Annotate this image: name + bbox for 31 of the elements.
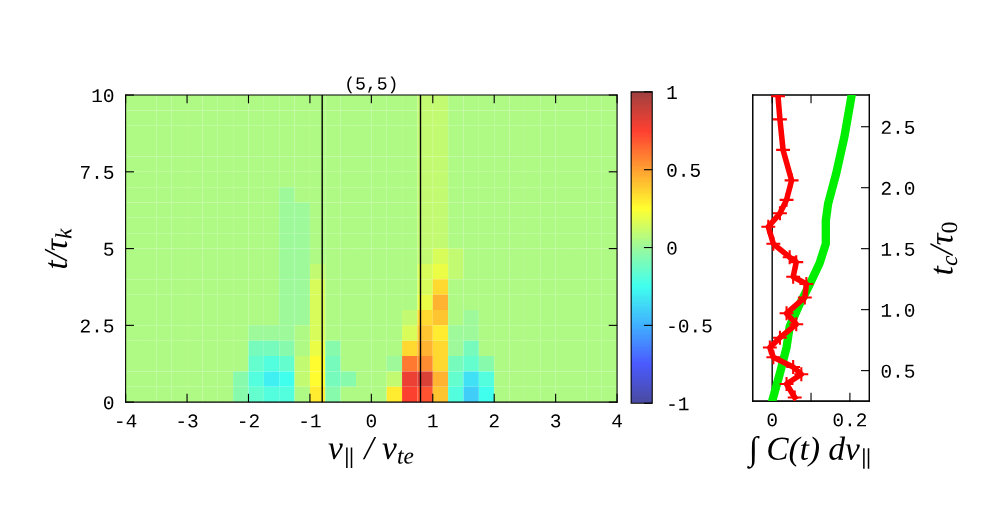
y-tick-label: 10 [92,89,114,103]
y2-tick-label: 1.5 [881,242,915,256]
color-bar-label: 1 [667,86,677,99]
x-axis-title: ∫ C(t) dv$_{∥}$ [747,435,870,469]
y2-tick-label: 2.5 [881,120,915,134]
color-bar-label: -0.5 [669,319,712,333]
y-tick-label: 5 [104,242,114,256]
x-tick-label: -3 [178,414,198,428]
chart-title: (5,5) [347,76,396,94]
color-bar-label: -1 [669,397,689,411]
x-axis-title: v$_{∥}$ / v$_{te}$ [328,436,414,468]
y2-tick-label: 2.0 [881,181,915,195]
x-tick-label: 2 [489,414,499,428]
x-tick-label: 1 [428,414,438,428]
y-tick-label: 2.5 [80,319,114,333]
x-tick-label: 3 [551,414,561,428]
y-axis-title: t/τ$_{k}$ [44,228,72,269]
y-tick-label: 0 [104,396,114,410]
y2-tick-label: 0.5 [881,364,915,378]
y-tick-label: 7.5 [81,166,114,180]
x-tick-label: -2 [239,414,259,428]
x-tick-label: -4 [117,414,137,428]
x-tick-label: -1 [301,414,321,428]
color-bar-label: 0 [667,241,677,255]
y2-tick-label: 1.0 [881,303,915,317]
x-tick-label: 0 [366,414,376,428]
x-tick-label: 0 [767,413,777,427]
x-tick-label: 0.2 [833,413,867,427]
y2-axis-title: t$_{c}$/τ$_{0}$ [930,222,958,274]
x-tick-label: 4 [612,414,622,428]
color-bar-label: 0.5 [667,163,700,177]
